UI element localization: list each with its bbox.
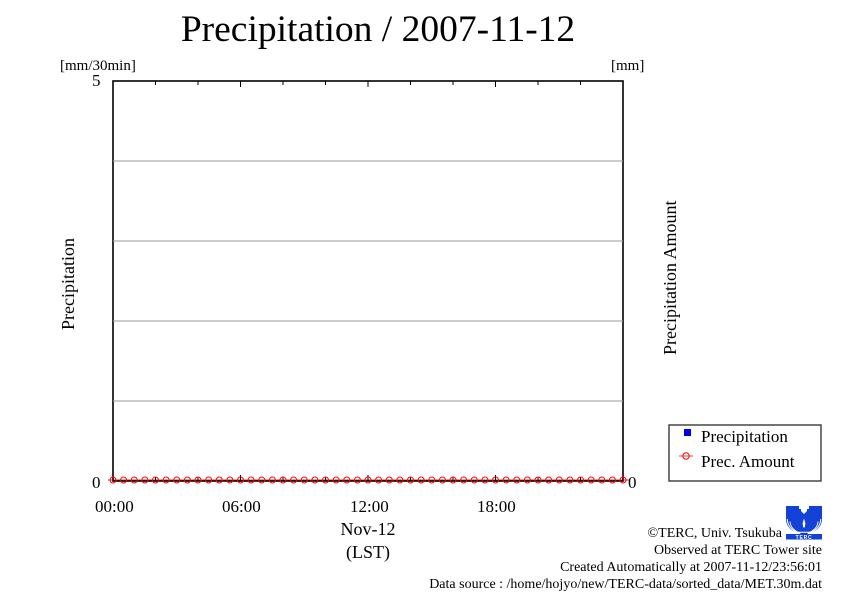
- svg-text:TERC: TERC: [796, 535, 813, 540]
